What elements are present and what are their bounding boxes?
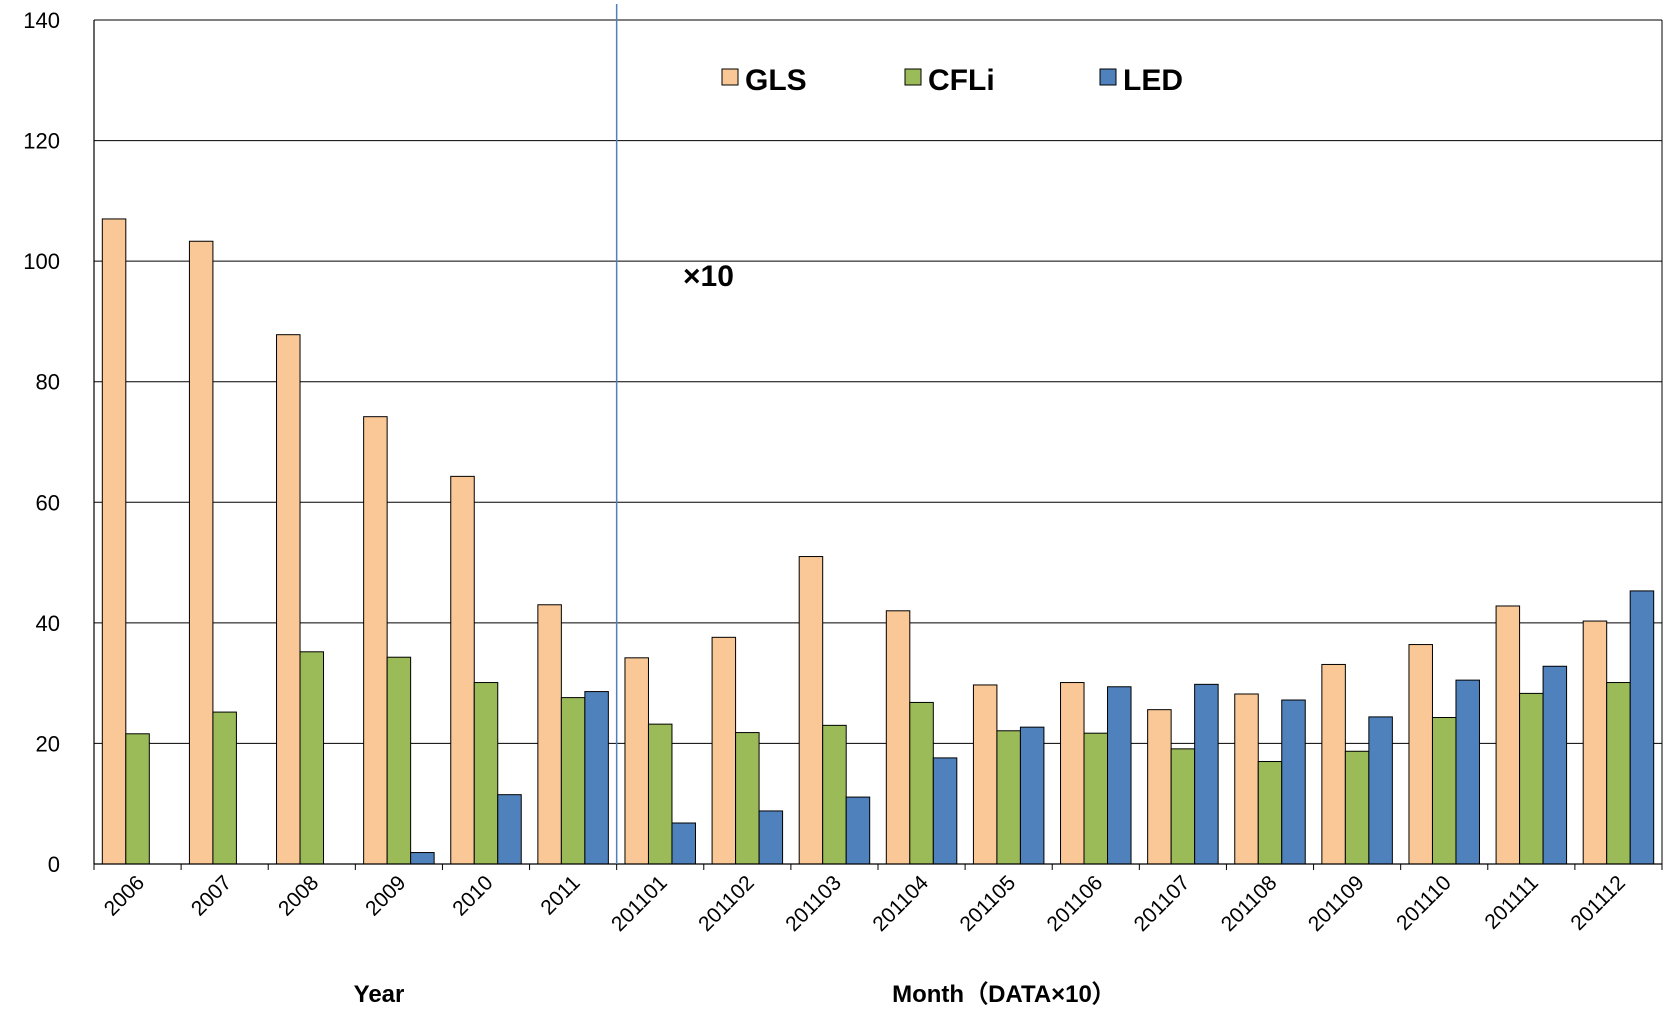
bar-cfli-201104 <box>909 701 934 865</box>
bar-cfli-201107 <box>1170 748 1196 865</box>
x-tick-label-201104: 201104 <box>868 871 933 936</box>
bar-cfli-201106 <box>1083 732 1109 865</box>
x-tick-label-2010: 2010 <box>448 871 497 920</box>
bar-gls-201105 <box>972 684 998 865</box>
annotation-x10: ×10 <box>683 260 734 293</box>
legend: GLS CFLi LED <box>721 64 1183 97</box>
bar-cfli-201102 <box>735 732 760 865</box>
x-tick-label-2011: 2011 <box>536 871 584 919</box>
bar-cfli-201111 <box>1519 692 1544 865</box>
bars <box>101 218 1655 865</box>
x-tick-label-201105: 201105 <box>955 871 1020 936</box>
bar-gls-2006 <box>101 218 127 865</box>
bar-gls-201112 <box>1582 620 1608 865</box>
bar-led-201101 <box>671 822 696 865</box>
bar-gls-2008 <box>276 334 301 865</box>
bar-gls-201101 <box>624 657 649 865</box>
bar-led-2010 <box>497 794 522 865</box>
x-tick-label-201109: 201109 <box>1304 871 1369 936</box>
x-tick-label-201102: 201102 <box>694 871 759 936</box>
legend-swatch-led <box>1099 68 1117 86</box>
bar-gls-201103 <box>798 556 824 865</box>
x-tick-label-201108: 201108 <box>1217 871 1282 936</box>
x-tick-label-201103: 201103 <box>781 871 846 936</box>
bar-cfli-2011 <box>560 697 586 865</box>
y-tick-label: 40 <box>36 611 60 636</box>
x-axis-ticks: 2006 2007 2008 2009 2010 2011 201101 201102 2011… <box>100 871 1630 936</box>
bar-led-2011 <box>584 691 609 865</box>
bar-gls-201109 <box>1321 663 1346 865</box>
bar-gls-201106 <box>1060 682 1085 865</box>
legend-swatch-cfli <box>904 68 922 86</box>
x-tick-label-201111: 201111 <box>1480 871 1543 934</box>
y-tick-label: 20 <box>36 731 60 756</box>
bar-cfli-201110 <box>1431 717 1457 865</box>
bar-cfli-2009 <box>386 656 412 865</box>
legend-label-cfli: CFLi <box>928 64 995 97</box>
x-tick-label-201101: 201101 <box>607 871 672 936</box>
bar-led-201108 <box>1281 699 1306 865</box>
x-tick-label-201106: 201106 <box>1043 871 1108 936</box>
bar-cfli-201108 <box>1257 761 1283 865</box>
x-tick-label-2009: 2009 <box>361 871 410 920</box>
bar-led-201112 <box>1629 590 1655 865</box>
bar-led-201111 <box>1542 665 1568 865</box>
y-tick-label: 100 <box>23 249 60 274</box>
bar-cfli-2007 <box>212 711 237 865</box>
bar-led-201109 <box>1368 716 1393 865</box>
bar-led-201103 <box>845 796 871 865</box>
y-tick-label: 0 <box>48 852 60 877</box>
y-tick-label: 80 <box>36 370 60 395</box>
bar-led-201102 <box>758 810 784 865</box>
legend-label-led: LED <box>1123 64 1183 97</box>
bar-cfli-201103 <box>822 724 847 865</box>
bar-gls-2011 <box>537 604 562 865</box>
bar-gls-2010 <box>450 475 475 865</box>
bar-cfli-2010 <box>473 682 499 865</box>
bar-gls-2009 <box>363 416 388 865</box>
bar-cfli-201105 <box>996 730 1021 865</box>
x-section-label-month: Month（DATA×10） <box>892 981 1116 1008</box>
x-tick-label-201110: 201110 <box>1392 871 1456 935</box>
bar-cfli-201101 <box>647 723 673 865</box>
legend-swatch-gls <box>721 68 739 86</box>
y-axis-ticks: 0 20 40 60 80 100 120 140 <box>23 8 60 877</box>
gridlines <box>94 19 1662 744</box>
x-tick-label-2008: 2008 <box>274 871 323 920</box>
bar-led-201104 <box>932 757 958 865</box>
bar-gls-201111 <box>1495 605 1521 865</box>
legend-label-gls: GLS <box>745 64 807 97</box>
bar-led-201105 <box>1019 726 1045 865</box>
x-tick-label-201107: 201107 <box>1130 871 1195 936</box>
x-section-label-year: Year <box>354 981 405 1008</box>
bar-gls-201110 <box>1408 644 1433 865</box>
bar-gls-2007 <box>188 240 214 865</box>
bar-led-201107 <box>1194 683 1219 865</box>
bar-cfli-201112 <box>1606 682 1631 865</box>
y-tick-label: 140 <box>23 8 60 33</box>
bar-led-2009 <box>410 852 435 865</box>
y-tick-label: 120 <box>23 129 60 154</box>
x-tick-label-2007: 2007 <box>187 871 236 920</box>
bar-cfli-2008 <box>299 651 325 865</box>
x-tick-label-2006: 2006 <box>100 871 149 920</box>
bar-cfli-201109 <box>1344 750 1370 865</box>
axes <box>93 4 1663 870</box>
bar-gls-201107 <box>1147 709 1172 865</box>
y-tick-label: 60 <box>36 490 60 515</box>
bar-gls-201102 <box>711 636 737 865</box>
x-tick-label-201112: 201112 <box>1566 871 1630 935</box>
bar-led-201110 <box>1455 679 1480 865</box>
bar-cfli-2006 <box>125 733 150 865</box>
bar-gls-201104 <box>885 610 911 865</box>
bar-led-201106 <box>1107 686 1132 865</box>
bar-gls-201108 <box>1234 693 1259 865</box>
